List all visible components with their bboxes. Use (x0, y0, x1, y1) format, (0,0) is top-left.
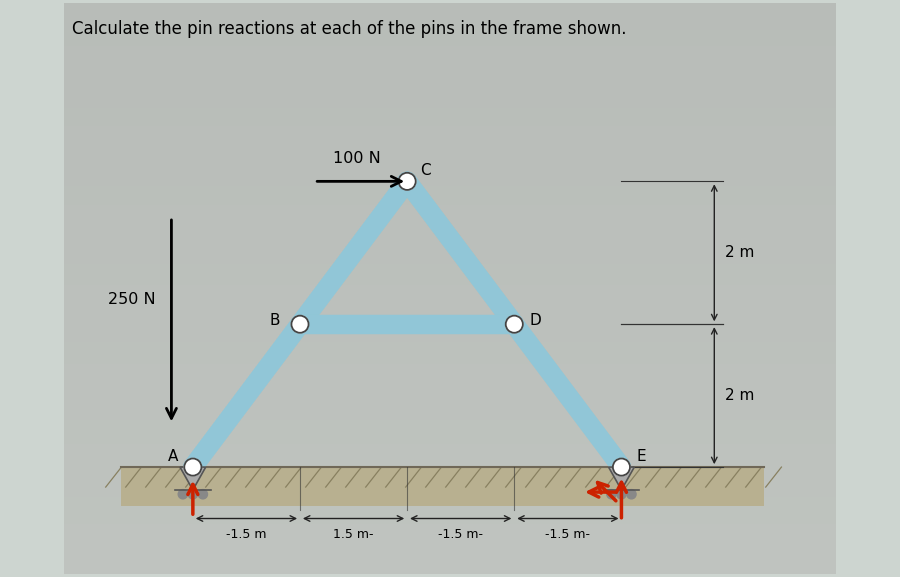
Circle shape (626, 489, 636, 499)
Text: C: C (419, 163, 430, 178)
Circle shape (292, 316, 309, 333)
Text: Calculate the pin reactions at each of the pins in the frame shown.: Calculate the pin reactions at each of t… (72, 20, 626, 38)
Text: -1.5 m-: -1.5 m- (545, 528, 590, 541)
Circle shape (178, 489, 187, 499)
Text: 100 N: 100 N (333, 151, 381, 166)
Circle shape (607, 489, 616, 499)
Circle shape (198, 489, 208, 499)
Text: -1.5 m: -1.5 m (226, 528, 266, 541)
Circle shape (616, 489, 626, 499)
Circle shape (399, 173, 416, 190)
Text: 2 m: 2 m (724, 388, 754, 403)
Text: 250 N: 250 N (108, 292, 156, 307)
Text: A: A (167, 449, 178, 464)
Text: 2 m: 2 m (724, 245, 754, 260)
Polygon shape (180, 467, 206, 490)
Text: B: B (270, 313, 280, 328)
Polygon shape (608, 467, 634, 490)
Text: -1.5 m-: -1.5 m- (438, 528, 483, 541)
Text: E: E (636, 449, 646, 464)
Text: 1.5 m-: 1.5 m- (333, 528, 374, 541)
Circle shape (506, 316, 523, 333)
Polygon shape (122, 467, 764, 507)
Circle shape (613, 459, 630, 475)
Circle shape (188, 489, 197, 499)
Text: D: D (530, 313, 542, 328)
Circle shape (184, 459, 202, 475)
